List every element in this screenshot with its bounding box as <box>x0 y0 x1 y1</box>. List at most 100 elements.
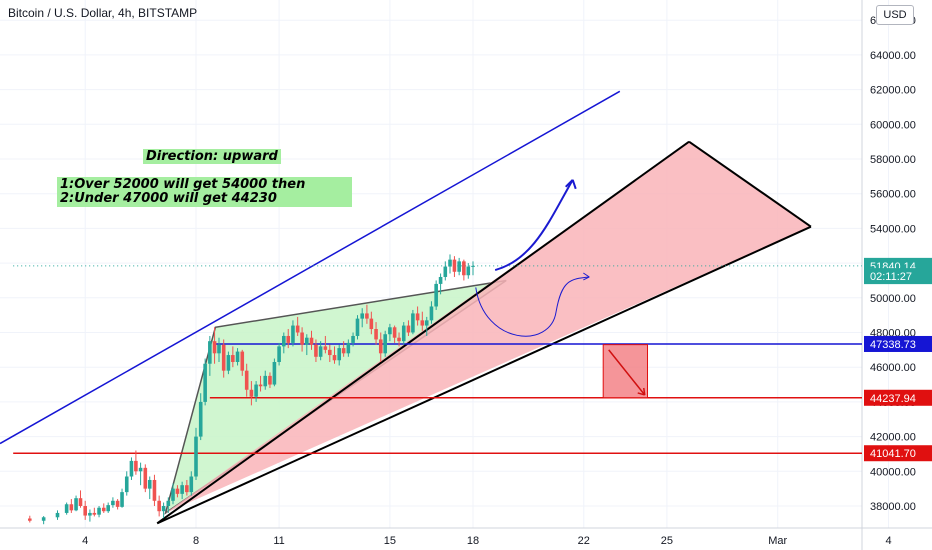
candle-body <box>41 517 46 521</box>
price-tick-label: 58000.00 <box>870 154 916 166</box>
candle <box>411 309 415 335</box>
time-tick-label: 8 <box>193 535 199 547</box>
price-tick-label: 56000.00 <box>870 189 916 201</box>
candle <box>171 483 175 505</box>
candle <box>235 348 240 366</box>
time-tick-label: 15 <box>384 535 396 547</box>
candle-body <box>383 334 387 354</box>
candle-body <box>258 384 263 387</box>
candle <box>457 257 461 276</box>
candle-body <box>434 283 438 307</box>
candle <box>434 280 438 310</box>
candle <box>462 259 466 281</box>
price-badge-bg <box>864 445 932 462</box>
candle <box>157 495 161 517</box>
candle <box>249 381 254 406</box>
candle-body <box>217 344 221 354</box>
candle <box>111 497 115 508</box>
candle <box>282 332 286 354</box>
candle <box>424 316 429 336</box>
projection-lower-line <box>156 225 812 525</box>
candle-body <box>221 344 226 371</box>
time-tick-label: 22 <box>578 535 590 547</box>
candle-body <box>138 467 143 472</box>
price-badge: 02:11:27 <box>864 268 932 285</box>
candle-body <box>157 500 161 512</box>
candle <box>124 471 129 496</box>
candle-body <box>300 332 304 345</box>
candle <box>74 495 78 512</box>
candle <box>83 500 87 520</box>
currency-button[interactable]: USD <box>876 5 914 25</box>
candle <box>323 335 328 354</box>
time-tick-label: Mar <box>768 535 787 547</box>
price-badge-bg <box>864 389 932 406</box>
scenario-note-2: 2:Under 47000 will get 44230 <box>57 191 352 206</box>
time-axis-labels: 4 8 11 15 18 22 25 Mar 4 <box>82 535 891 547</box>
candle-body <box>466 266 471 276</box>
price-tick-label: 42000.00 <box>870 432 916 444</box>
candle-body <box>318 346 323 357</box>
candle-body <box>268 375 272 385</box>
price-badge-text: 41041.70 <box>870 448 916 460</box>
forecast-arrow-up <box>494 179 574 272</box>
price-tick-label: 64000.00 <box>870 50 916 62</box>
candle-body <box>397 337 401 342</box>
candle <box>452 256 457 277</box>
candle <box>217 337 221 362</box>
time-tick-label: 11 <box>273 535 284 547</box>
candle <box>101 503 106 513</box>
candle-body <box>115 500 120 507</box>
candle-body <box>406 325 411 333</box>
candle <box>443 261 448 281</box>
price-tick-label: 38000.00 <box>870 501 916 513</box>
price-tick-label: 54000.00 <box>870 223 916 235</box>
forecast-arrow-dip-head <box>583 272 590 281</box>
direction-note: Direction: upward <box>143 149 281 164</box>
candle <box>152 474 157 506</box>
candle <box>305 334 309 356</box>
candle <box>346 339 351 357</box>
candle-body <box>415 313 420 321</box>
channel-trend-line <box>0 90 621 445</box>
candle <box>166 497 171 513</box>
candle-body <box>392 327 397 338</box>
candle-body <box>411 313 415 333</box>
candle-body <box>341 348 346 354</box>
candle <box>189 471 194 496</box>
candle-body <box>272 361 277 385</box>
candle-body <box>83 506 87 516</box>
candle-body <box>378 339 383 354</box>
candle-body <box>28 518 32 521</box>
target-arrow-head <box>637 387 646 396</box>
candle <box>341 341 346 357</box>
candle-body <box>147 479 152 489</box>
candle <box>360 308 364 328</box>
candle-body <box>212 341 217 354</box>
candle <box>415 306 420 326</box>
candle-body <box>134 460 138 472</box>
candle-body <box>198 401 203 437</box>
candle <box>365 304 369 324</box>
candle-body <box>471 265 475 267</box>
candle <box>258 375 263 392</box>
candle-body <box>305 337 309 345</box>
candle <box>120 488 124 508</box>
candle <box>263 370 268 390</box>
candle-body <box>88 512 92 516</box>
candle <box>392 325 397 343</box>
candle <box>64 502 69 515</box>
time-tick-label: 25 <box>661 535 673 547</box>
candle-body <box>277 346 281 362</box>
candle <box>97 506 101 518</box>
candle-body <box>254 384 258 397</box>
candle-body <box>401 325 406 342</box>
price-badge-bg <box>864 335 932 352</box>
price-tick-label: 46000.00 <box>870 362 916 374</box>
candle-body <box>355 318 360 336</box>
candle <box>351 332 355 347</box>
candle-body <box>346 342 351 354</box>
price-badge: 47338.73 <box>864 335 932 352</box>
candle <box>41 516 46 525</box>
